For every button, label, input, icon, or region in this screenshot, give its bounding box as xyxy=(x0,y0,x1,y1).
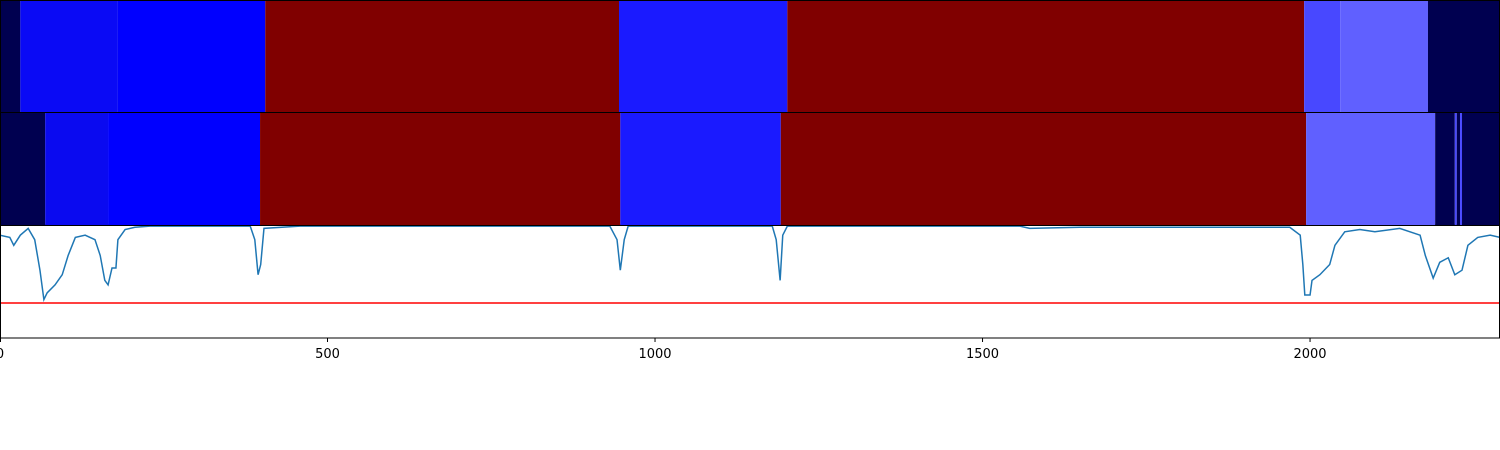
plot-area xyxy=(0,225,1500,304)
strip-segment xyxy=(787,0,1305,112)
strip-segment xyxy=(618,0,788,112)
strip-segment xyxy=(1435,112,1455,225)
strip-segment xyxy=(265,0,619,112)
strip-segment xyxy=(117,0,266,112)
strip-segment xyxy=(1454,112,1457,225)
strip-segment xyxy=(620,112,781,225)
strip-segment xyxy=(45,112,109,225)
strip-segment xyxy=(1340,0,1428,112)
panel-frame xyxy=(0,224,1500,339)
strip-segment xyxy=(108,112,261,225)
strip-segment xyxy=(20,0,118,112)
x-tick-label: 1000 xyxy=(638,347,671,362)
strip-segment xyxy=(1456,112,1461,225)
data-line xyxy=(0,225,1500,303)
strip-segment xyxy=(1304,0,1341,112)
strip-segment xyxy=(1427,0,1500,112)
strip-segment xyxy=(260,112,621,225)
strip-segment xyxy=(780,112,1307,225)
strip-segment xyxy=(1460,112,1463,225)
strip-segment xyxy=(0,112,46,225)
x-tick-label: 0 xyxy=(0,347,4,362)
x-tick-label: 1500 xyxy=(966,347,999,362)
strip-segment xyxy=(1306,112,1436,225)
strip-segment xyxy=(1462,112,1500,225)
strip-segment xyxy=(0,0,21,112)
x-tick-label: 500 xyxy=(315,347,340,362)
x-tick-label: 2000 xyxy=(1293,347,1326,362)
